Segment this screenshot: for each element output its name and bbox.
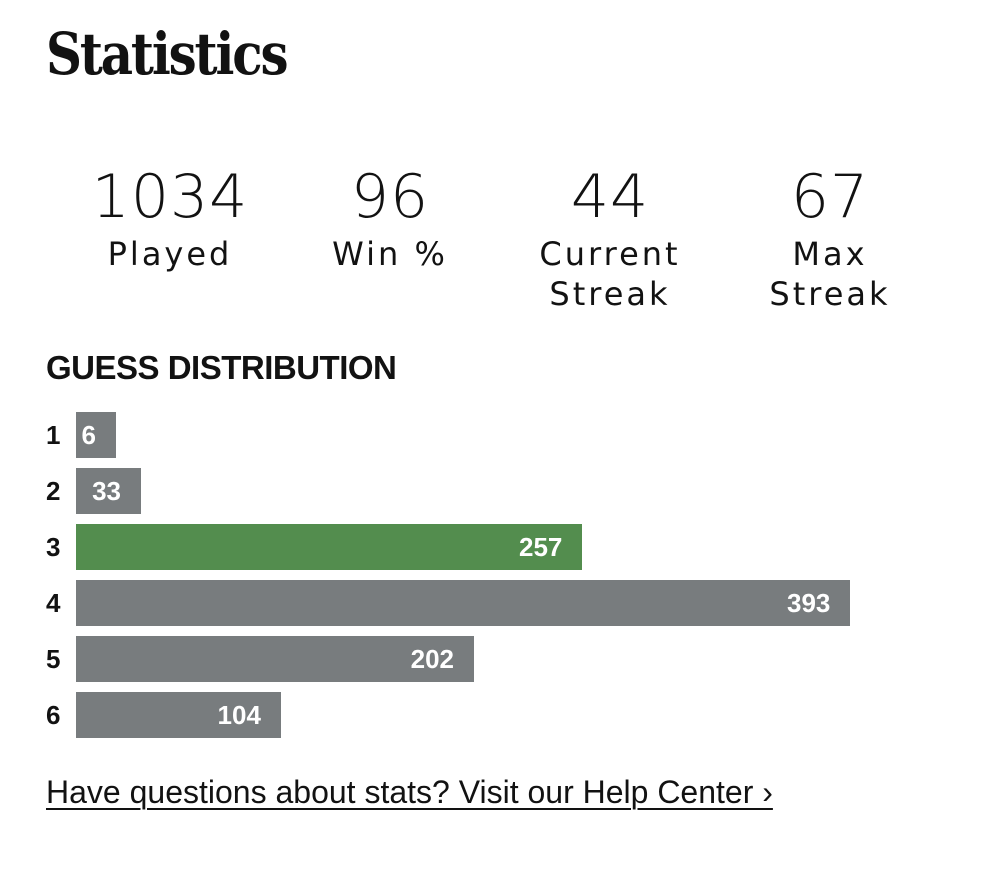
distribution-row-2: 2 33 [46, 468, 956, 514]
stat-label: Max Streak [769, 235, 891, 313]
page-title: Statistics [46, 20, 289, 88]
guess-number: 6 [46, 699, 61, 730]
stat-win-percent: 96 Win % [280, 160, 500, 314]
distribution-row-3: 3 257 [46, 524, 956, 570]
distribution-bar: 33 [76, 468, 142, 514]
distribution-row-6: 6 104 [46, 692, 956, 738]
distribution-bar: 202 [76, 636, 475, 682]
distribution-bar: 104 [76, 692, 281, 738]
bar-track: 257 [76, 524, 956, 570]
stat-value: 1034 [91, 162, 249, 232]
distribution-row-1: 1 6 [46, 412, 956, 458]
guess-distribution: 1 6 2 33 3 257 4 393 5 202 [46, 412, 956, 748]
stats-summary: 1034 Played 96 Win % 44 Current Streak 6… [60, 160, 940, 314]
guess-number: 4 [46, 587, 61, 618]
bar-track: 202 [76, 636, 956, 682]
distribution-bar: 393 [76, 580, 851, 626]
help-center-link[interactable]: Have questions about stats? Visit our He… [46, 774, 773, 810]
stat-label: Win % [332, 235, 448, 273]
stat-current-streak: 44 Current Streak [500, 160, 720, 314]
guess-distribution-heading: GUESS DISTRIBUTION [46, 349, 397, 386]
stat-value: 67 [790, 162, 870, 232]
bar-track: 393 [76, 580, 956, 626]
stat-label: Current Streak [539, 235, 681, 313]
distribution-bar: 6 [76, 412, 116, 458]
distribution-bar: 257 [76, 524, 583, 570]
guess-number: 2 [46, 475, 61, 506]
bar-track: 6 [76, 412, 956, 458]
distribution-row-4: 4 393 [46, 580, 956, 626]
guess-number: 3 [46, 531, 61, 562]
stat-max-streak: 67 Max Streak [720, 160, 940, 314]
distribution-row-5: 5 202 [46, 636, 956, 682]
guess-number: 1 [46, 419, 61, 450]
stat-value: 96 [350, 162, 430, 232]
bar-track: 104 [76, 692, 956, 738]
guess-number: 5 [46, 643, 61, 674]
stat-played: 1034 Played [60, 160, 280, 314]
stat-value: 44 [570, 162, 650, 232]
bar-track: 33 [76, 468, 956, 514]
stat-label: Played [107, 235, 233, 273]
